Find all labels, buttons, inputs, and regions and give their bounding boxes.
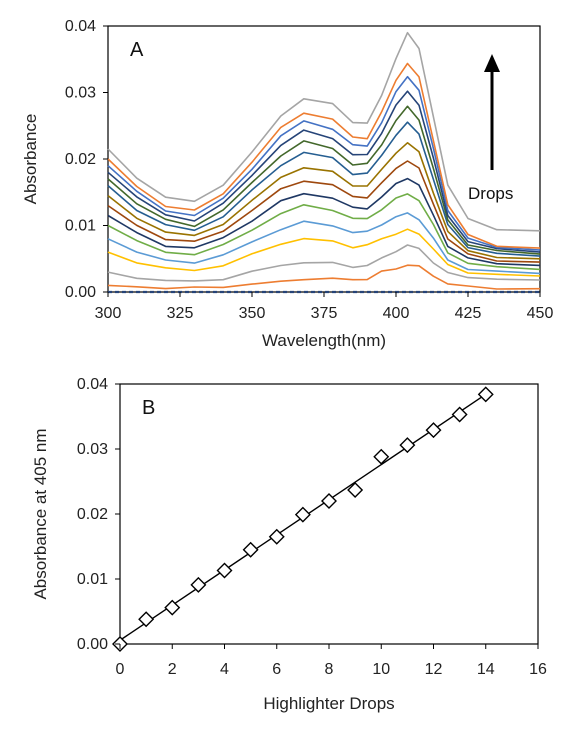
panel-b-y-tick-label-0: 0.00 xyxy=(77,636,108,653)
spectrum-line-15 xyxy=(107,31,541,232)
panel-b-x-tick-label-5: 10 xyxy=(372,661,390,678)
drops-arrow-head xyxy=(484,54,500,72)
panel-a-y-tick-label-4: 0.04 xyxy=(65,18,96,35)
panel-b-x-tick-label-2: 4 xyxy=(220,661,229,678)
panel-a-x-ticks: 300 325 350 375 400 425 450 xyxy=(95,292,554,322)
panel-b-data-point-11 xyxy=(399,437,416,454)
panel-b-data-point-2 xyxy=(164,599,181,616)
panel-b-data-point-8 xyxy=(321,493,337,509)
panel-b-plot-frame xyxy=(119,383,539,645)
panel-b-x-tick-label-7: 14 xyxy=(477,661,495,678)
spectrum-line-12 xyxy=(107,90,541,253)
panel-a-x-axis-label: Wavelength(nm) xyxy=(262,331,386,350)
panel-a-x-tick-label-3: 375 xyxy=(311,305,338,322)
panel-b-data-point-9 xyxy=(347,481,364,498)
panel-a-x-tick-label-2: 350 xyxy=(239,305,266,322)
panel-b-y-tick-label-1: 0.01 xyxy=(77,571,108,588)
panel-a-x-tick-label-0: 300 xyxy=(95,305,122,322)
spectrum-line-3 xyxy=(107,244,541,282)
panel-b-x-tick-label-3: 6 xyxy=(272,661,281,678)
panel-a-y-tick-label-1: 0.01 xyxy=(65,218,96,235)
spectrum-line-9 xyxy=(107,142,541,260)
panel-b-data-point-10 xyxy=(373,448,390,465)
panel-b-x-axis-label: Highlighter Drops xyxy=(263,694,394,713)
panel-a-chart: 300 325 350 375 400 425 450 0.000.010.020.030.… xyxy=(21,18,553,350)
panel-b-x-ticks: 0 2 4 6 8 10 12 14 16 xyxy=(116,644,547,678)
panel-b-data-point-5 xyxy=(242,541,259,558)
panel-b-data-point-13 xyxy=(451,406,468,423)
panel-a-y-axis-label: Absorbance xyxy=(21,114,40,205)
panel-b-label: B xyxy=(142,397,155,419)
panel-a-series-group xyxy=(107,31,541,294)
panel-b-x-tick-label-4: 8 xyxy=(325,661,334,678)
panel-a-x-tick-label-4: 400 xyxy=(383,305,410,322)
drops-annotation: Drops xyxy=(468,184,513,203)
spectrum-line-13 xyxy=(107,75,541,251)
drops-arrow xyxy=(484,54,500,170)
panel-b-y-tick-label-2: 0.02 xyxy=(77,506,108,523)
panel-a-y-ticks: 0.00 0.01 0.02 0.03 0.04 xyxy=(65,18,108,301)
spectrum-line-11 xyxy=(107,105,541,255)
panel-b-y-ticks: 0.00 0.01 0.02 0.03 0.04 xyxy=(77,376,120,653)
panel-b-y-tick-label-3: 0.03 xyxy=(77,441,108,458)
panel-a-y-tick-label-2: 0.02 xyxy=(65,151,96,168)
panel-a-y-tick-label-0: 0.00 xyxy=(65,284,96,301)
panel-b-data-point-4 xyxy=(216,562,233,579)
panel-a-y-tick-label-3: 0.03 xyxy=(65,85,96,102)
panel-b-x-tick-label-1: 2 xyxy=(168,661,177,678)
spectrum-line-2 xyxy=(107,264,541,290)
panel-b-data-point-12 xyxy=(425,422,442,439)
spectrum-line-7 xyxy=(107,177,541,267)
spectrum-line-5 xyxy=(107,212,541,275)
panel-b-data-point-7 xyxy=(294,506,311,523)
panel-b-x-tick-label-8: 16 xyxy=(529,661,547,678)
panel-a-x-tick-label-1: 325 xyxy=(167,305,194,322)
panel-a-x-tick-label-5: 425 xyxy=(455,305,482,322)
spectrum-line-10 xyxy=(107,121,541,257)
panel-a-x-tick-label-6: 450 xyxy=(527,305,554,322)
spectrum-line-8 xyxy=(107,160,541,263)
panel-b-data-point-6 xyxy=(268,528,285,545)
panel-b-chart: 0 2 4 6 8 10 12 14 16 0.00 0.01 0.02 0.03 0.04 B Hig… xyxy=(31,376,547,713)
panel-b-data-point-14 xyxy=(477,386,494,403)
panel-b-y-axis-label: Absorbance at 405 nm xyxy=(31,428,50,599)
panel-b-data-point-3 xyxy=(190,576,207,593)
panel-b-data-point-1 xyxy=(138,611,155,628)
panel-b-x-tick-label-6: 12 xyxy=(425,661,443,678)
panel-a-label: A xyxy=(130,39,144,61)
panel-b-y-tick-label-4: 0.04 xyxy=(77,376,108,393)
spectrum-line-6 xyxy=(107,193,541,271)
spectrum-line-14 xyxy=(107,62,541,249)
spectrum-line-4 xyxy=(107,228,541,277)
panel-b-x-tick-label-0: 0 xyxy=(116,661,125,678)
panel-b-points-group xyxy=(112,386,494,652)
